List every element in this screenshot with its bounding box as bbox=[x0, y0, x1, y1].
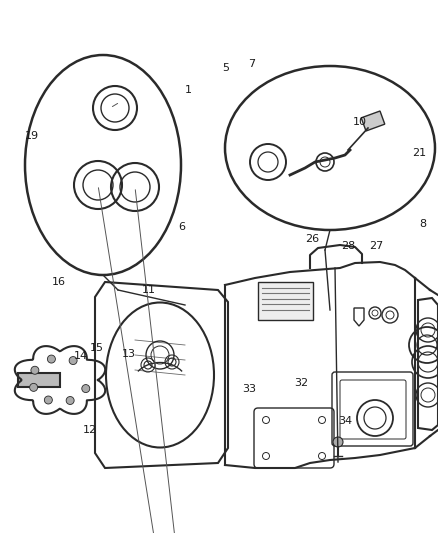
Text: 1: 1 bbox=[185, 85, 192, 94]
Text: 14: 14 bbox=[74, 351, 88, 361]
Text: 19: 19 bbox=[25, 131, 39, 141]
Bar bbox=[361, 111, 385, 131]
Text: 16: 16 bbox=[52, 278, 66, 287]
Text: 11: 11 bbox=[142, 286, 156, 295]
Text: 12: 12 bbox=[83, 425, 97, 435]
Text: 15: 15 bbox=[89, 343, 103, 352]
Text: 32: 32 bbox=[294, 378, 308, 387]
Circle shape bbox=[47, 355, 55, 363]
Text: 33: 33 bbox=[242, 384, 256, 394]
Bar bbox=[258, 282, 313, 320]
Text: 5: 5 bbox=[222, 63, 229, 73]
Circle shape bbox=[44, 396, 53, 404]
Text: 13: 13 bbox=[122, 350, 136, 359]
Bar bbox=[18, 373, 60, 387]
Circle shape bbox=[333, 437, 343, 447]
Circle shape bbox=[82, 385, 90, 393]
Text: 27: 27 bbox=[369, 241, 383, 251]
Text: 28: 28 bbox=[341, 241, 355, 251]
Text: 6: 6 bbox=[178, 222, 185, 231]
Circle shape bbox=[30, 383, 38, 391]
Text: 8: 8 bbox=[419, 219, 426, 229]
Circle shape bbox=[69, 357, 77, 365]
Text: 21: 21 bbox=[413, 148, 427, 158]
Text: 26: 26 bbox=[305, 234, 319, 244]
Text: 10: 10 bbox=[353, 117, 367, 126]
Text: 7: 7 bbox=[248, 59, 255, 69]
Text: 34: 34 bbox=[338, 416, 352, 426]
Circle shape bbox=[31, 366, 39, 374]
Circle shape bbox=[66, 397, 74, 405]
